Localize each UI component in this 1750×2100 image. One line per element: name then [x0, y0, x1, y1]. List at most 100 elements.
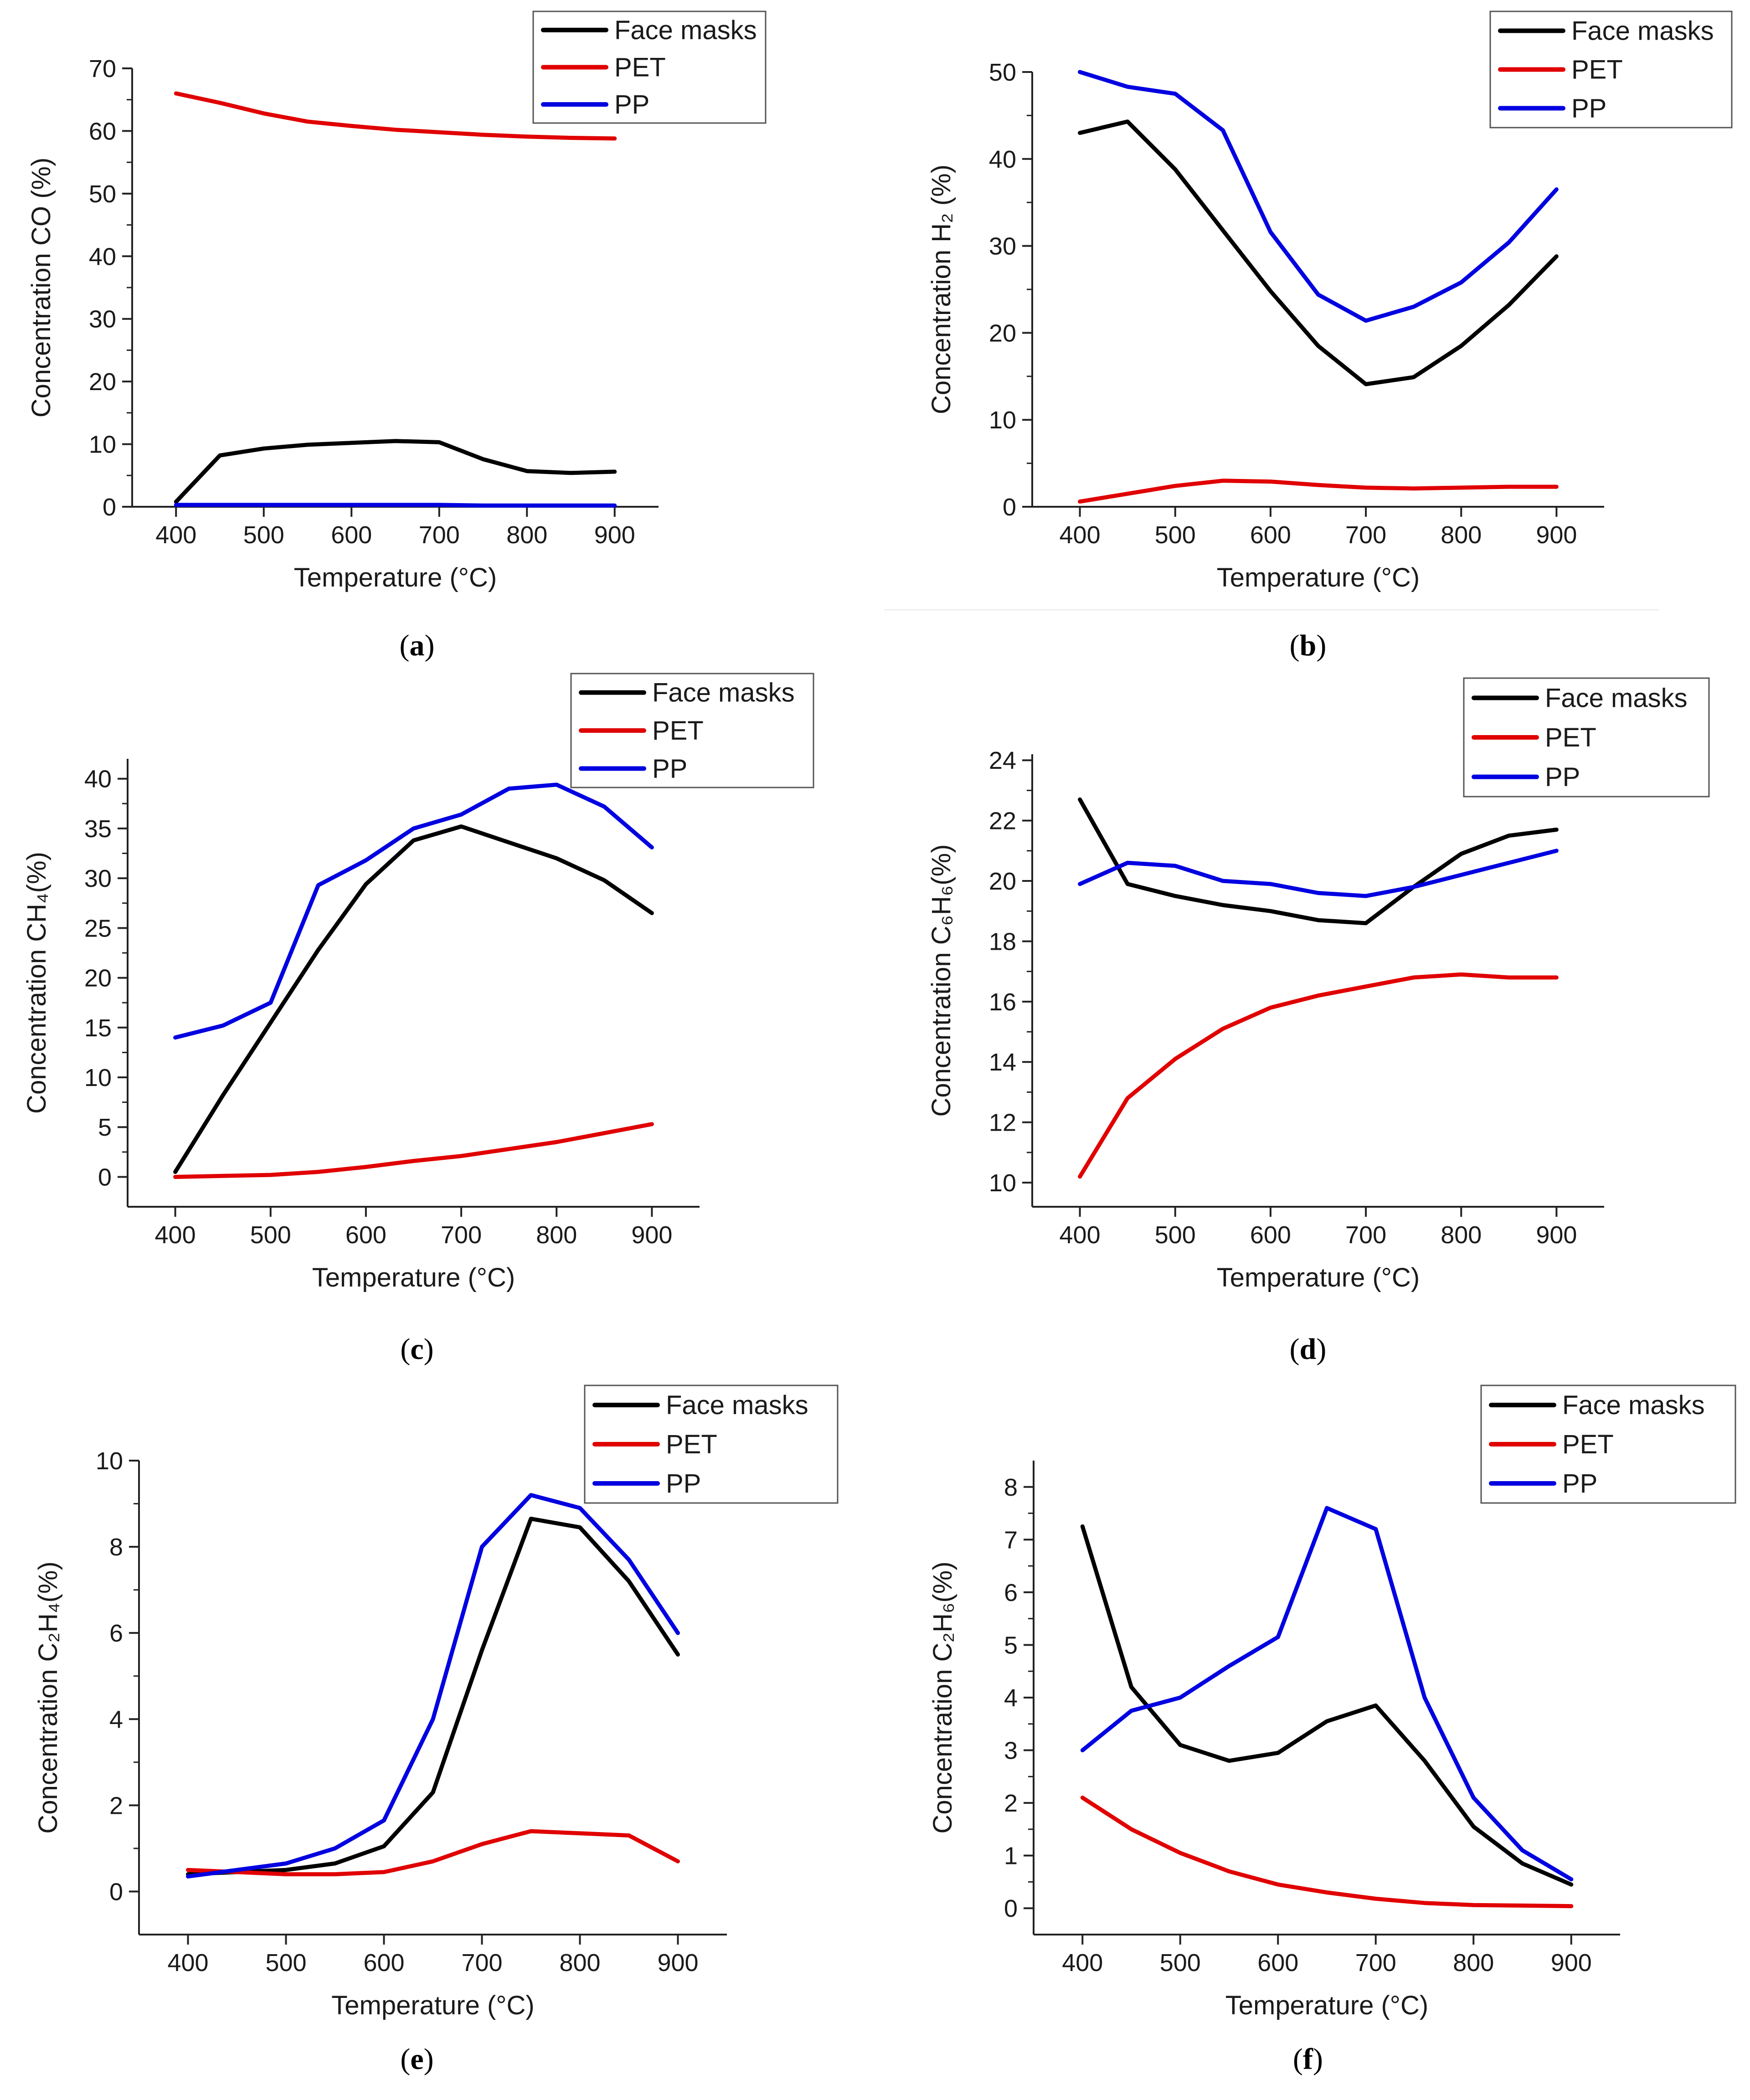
series-line-pp [1080, 1506, 1574, 1882]
series-line-face-masks [174, 439, 617, 504]
caption-part: d [1300, 1333, 1317, 1366]
chart-panel-a: 400 500 600 700 800 900 0 10 20 30 40 50 60 70 Tempera… [26, 10, 767, 662]
y-tick-label: 12 [989, 1109, 1016, 1137]
y-tick-label: 6 [1004, 1579, 1018, 1606]
y-tick-label: 20 [989, 868, 1016, 895]
y-tick-label: 30 [84, 865, 112, 892]
legend-label: PET [1545, 723, 1596, 752]
x-tick-label: 700 [1345, 521, 1386, 549]
x-tick-label: 600 [345, 1221, 386, 1249]
y-axis-title: Concentration C₂H₆(%) [928, 1561, 957, 1833]
legend-label: PP [652, 754, 687, 783]
x-tick-label: 400 [155, 521, 196, 549]
caption-part: ) [424, 1333, 434, 1366]
legend-label: Face masks [1545, 683, 1688, 713]
x-axis-title: Temperature (°C) [1225, 1991, 1428, 2020]
x-tick-label: 800 [1441, 521, 1482, 549]
caption-part: ( [1290, 629, 1300, 662]
caption-part: ) [425, 629, 435, 662]
x-tick-label: 700 [1355, 1949, 1396, 1976]
y-tick-label: 16 [989, 988, 1016, 1016]
caption-part: ( [1293, 2043, 1303, 2076]
panel-caption: (f) [1293, 2043, 1323, 2076]
y-tick-label: 25 [84, 915, 112, 942]
series-line-pet [1078, 972, 1559, 1179]
legend-label: Face masks [614, 15, 757, 45]
x-axis-title: Temperature (°C) [1217, 563, 1420, 592]
y-axis-title: Concentration C₆H₆(%) [926, 844, 956, 1117]
legend-label: PET [1562, 1430, 1614, 1459]
series-line-pp [1078, 849, 1559, 898]
y-axis-title: Concentration CH₄(%) [22, 852, 51, 1114]
y-tick-label: 20 [84, 965, 112, 992]
y-tick-label: 20 [989, 319, 1016, 347]
y-tick-label: 50 [989, 59, 1016, 86]
x-tick-label: 900 [657, 1949, 698, 1976]
legend-label: PP [1545, 762, 1580, 792]
legend-label: PP [614, 90, 649, 119]
chart-panel-b: 400 500 600 700 800 900 0 10 20 30 40 50 Temperature… [926, 10, 1733, 662]
y-tick-label: 2 [1004, 1790, 1018, 1817]
x-tick-label: 400 [1062, 1949, 1103, 1976]
x-tick-label: 700 [461, 1949, 502, 1976]
legend-label: PET [666, 1430, 717, 1459]
series-line-pp [1078, 70, 1559, 323]
caption-part: ( [400, 2043, 410, 2076]
panel-caption: (a) [400, 629, 435, 662]
x-tick-label: 900 [631, 1221, 672, 1249]
caption-part: ( [400, 1333, 410, 1366]
x-tick-label: 600 [363, 1949, 404, 1976]
y-tick-label: 8 [1004, 1474, 1018, 1501]
legend-label: PET [614, 53, 666, 82]
chart-panel-c: 400 500 600 700 800 900 0 5 10 15 20 25 30 35 40 Temper… [22, 673, 814, 1366]
x-tick-label: 600 [331, 521, 372, 549]
y-tick-label: 5 [98, 1114, 112, 1141]
series-line-pet [1078, 479, 1559, 504]
x-tick-label: 900 [1536, 521, 1577, 549]
series-line-face-masks [1078, 797, 1559, 926]
caption-part: ) [1316, 1333, 1326, 1366]
x-tick-label: 800 [536, 1221, 577, 1249]
x-tick-label: 400 [1060, 521, 1101, 549]
x-tick-label: 700 [1345, 1221, 1386, 1249]
x-axis-title: Temperature (°C) [294, 563, 497, 592]
y-tick-label: 35 [84, 815, 112, 843]
legend-label: PET [652, 716, 704, 746]
y-tick-label: 0 [103, 494, 116, 521]
x-tick-label: 400 [167, 1949, 208, 1976]
x-tick-label: 900 [1551, 1949, 1592, 1976]
caption-part: ( [400, 629, 410, 662]
panel-caption: (e) [400, 2043, 433, 2076]
series-line-face-masks [173, 824, 654, 1174]
x-tick-label: 400 [1060, 1221, 1101, 1249]
chart-panel-d: 400 500 600 700 800 900 10 12 14 16 18 20 22 24 Temper… [926, 677, 1710, 1366]
x-tick-label: 500 [1155, 521, 1196, 549]
legend-label: Face masks [652, 678, 795, 708]
legend-label: Face masks [666, 1390, 808, 1420]
x-tick-label: 700 [419, 521, 460, 549]
x-tick-label: 700 [441, 1221, 482, 1249]
caption-part: b [1300, 629, 1317, 662]
x-tick-label: 600 [1250, 1221, 1291, 1249]
x-tick-label: 600 [1257, 1949, 1298, 1976]
legend-label: PP [1571, 94, 1606, 124]
x-tick-label: 800 [506, 521, 547, 549]
y-tick-label: 30 [89, 306, 116, 333]
series-line-face-masks [1078, 119, 1559, 386]
y-tick-label: 40 [89, 243, 116, 270]
y-tick-label: 10 [96, 1447, 123, 1475]
y-tick-label: 6 [109, 1620, 123, 1647]
x-tick-label: 900 [1536, 1221, 1577, 1249]
y-tick-label: 15 [84, 1014, 112, 1042]
y-tick-label: 18 [989, 928, 1016, 955]
y-tick-label: 40 [989, 146, 1016, 173]
x-tick-label: 400 [155, 1221, 196, 1249]
caption-part: f [1303, 2043, 1313, 2076]
y-tick-label: 7 [1004, 1526, 1018, 1554]
y-tick-label: 40 [84, 766, 112, 793]
x-axis-title: Temperature (°C) [1217, 1263, 1420, 1292]
y-tick-label: 3 [1004, 1737, 1018, 1765]
series-line-pp [173, 782, 654, 1040]
y-tick-label: 5 [1004, 1632, 1018, 1659]
